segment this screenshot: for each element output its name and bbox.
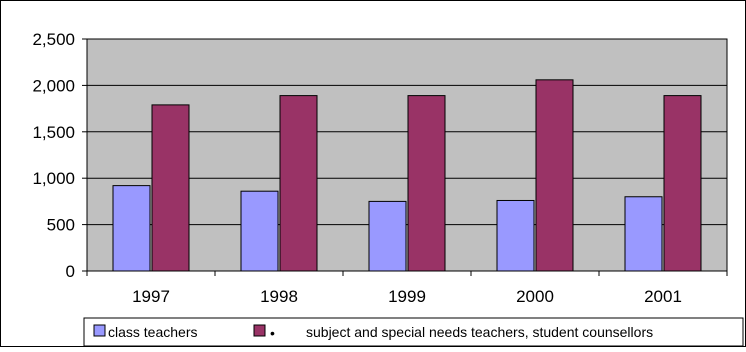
legend-bullet: • [270, 325, 275, 341]
x-tick-label: 1997 [132, 287, 170, 306]
y-tick-label: 1,000 [32, 169, 75, 188]
x-tick-label: 2000 [516, 287, 554, 306]
bar-subject-teachers-1997 [152, 105, 189, 271]
y-tick-label: 500 [47, 216, 75, 235]
bar-class-teachers-2001 [625, 197, 662, 271]
legend-label-subject-teachers: subject and special needs teachers, stud… [306, 324, 653, 340]
y-tick-label: 1,500 [32, 123, 75, 142]
bar-class-teachers-1997 [113, 186, 150, 271]
legend-swatch-class-teachers [94, 325, 105, 336]
y-tick-label: 0 [66, 262, 75, 281]
legend-swatch-subject-teachers [254, 325, 265, 336]
y-tick-label: 2,000 [32, 76, 75, 95]
bar-subject-teachers-2001 [664, 96, 701, 271]
legend-label-class-teachers: class teachers [108, 324, 197, 340]
legend: class teachers • subject and special needs… [84, 318, 743, 346]
y-tick-label: 2,500 [32, 30, 75, 49]
x-tick-label: 2001 [644, 287, 682, 306]
x-tick-label: 1999 [388, 287, 426, 306]
bar-subject-teachers-1998 [280, 96, 317, 271]
bar-subject-teachers-1999 [408, 96, 445, 271]
bar-subject-teachers-2000 [536, 80, 573, 271]
bar-class-teachers-2000 [497, 200, 534, 271]
bar-class-teachers-1998 [241, 191, 278, 271]
bar-class-teachers-1999 [369, 201, 406, 271]
x-tick-label: 1998 [260, 287, 298, 306]
